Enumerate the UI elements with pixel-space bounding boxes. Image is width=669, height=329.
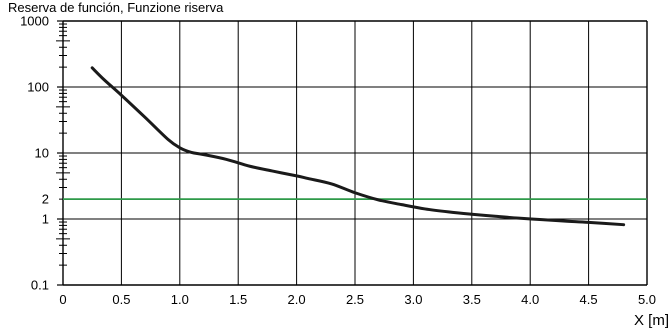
x-tick-label: 5.0 xyxy=(638,292,656,307)
y-tick-label: 2 xyxy=(42,192,49,207)
x-tick-label: 0.5 xyxy=(112,292,130,307)
y-tick-label: 10 xyxy=(35,146,49,161)
x-tick-label: 1.5 xyxy=(229,292,247,307)
x-tick-label: 4.0 xyxy=(521,292,539,307)
x-tick-label: 1.0 xyxy=(171,292,189,307)
x-tick-label: 2.0 xyxy=(288,292,306,307)
x-tick-label: 3.0 xyxy=(404,292,422,307)
series-group xyxy=(90,66,626,227)
minor-ticks xyxy=(56,20,70,286)
y-tick-label: 1000 xyxy=(20,14,49,29)
x-tick-label: 0 xyxy=(59,292,66,307)
x-tick-label: 2.5 xyxy=(346,292,364,307)
y-tick-label: 1 xyxy=(42,212,49,227)
grid xyxy=(62,20,648,286)
y-tick-label: 100 xyxy=(27,80,49,95)
x-tick-label: 3.5 xyxy=(463,292,481,307)
x-tick-labels: 0 0.5 1.0 1.5 2.0 2.5 3.0 3.5 4.0 4.5 5.0 xyxy=(59,292,656,307)
x-tick-label: 4.5 xyxy=(580,292,598,307)
chart-title: Reserva de función, Funzione riserva xyxy=(8,0,224,15)
x-axis-label: X [m] xyxy=(634,312,669,329)
y-tick-labels: 0.1 1 2 10 100 1000 xyxy=(20,14,49,293)
y-tick-label: 0.1 xyxy=(31,278,49,293)
series-line xyxy=(90,66,626,227)
